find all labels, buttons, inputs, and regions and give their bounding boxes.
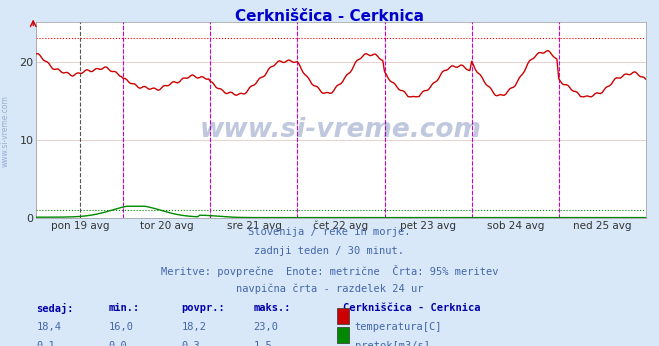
Text: 18,4: 18,4: [36, 322, 61, 332]
Text: 18,2: 18,2: [181, 322, 206, 332]
Text: maks.:: maks.:: [254, 303, 291, 313]
Text: temperatura[C]: temperatura[C]: [355, 322, 442, 332]
Text: povpr.:: povpr.:: [181, 303, 225, 313]
Text: sedaj:: sedaj:: [36, 303, 74, 314]
Text: 23,0: 23,0: [254, 322, 279, 332]
Text: www.si-vreme.com: www.si-vreme.com: [200, 117, 482, 143]
Text: www.si-vreme.com: www.si-vreme.com: [1, 95, 10, 167]
Text: Cerkniščica - Cerknica: Cerkniščica - Cerknica: [343, 303, 480, 313]
Text: Meritve: povprečne  Enote: metrične  Črta: 95% meritev: Meritve: povprečne Enote: metrične Črta:…: [161, 265, 498, 277]
Text: 16,0: 16,0: [109, 322, 134, 332]
Text: 0,0: 0,0: [109, 341, 127, 346]
Text: Cerkniščica - Cerknica: Cerkniščica - Cerknica: [235, 9, 424, 24]
Text: pretok[m3/s]: pretok[m3/s]: [355, 341, 430, 346]
Text: 0,1: 0,1: [36, 341, 55, 346]
Text: zadnji teden / 30 minut.: zadnji teden / 30 minut.: [254, 246, 405, 256]
Text: Slovenija / reke in morje.: Slovenija / reke in morje.: [248, 227, 411, 237]
Text: min.:: min.:: [109, 303, 140, 313]
Text: 0,3: 0,3: [181, 341, 200, 346]
Text: navpična črta - razdelek 24 ur: navpična črta - razdelek 24 ur: [236, 284, 423, 294]
Text: 1,5: 1,5: [254, 341, 272, 346]
